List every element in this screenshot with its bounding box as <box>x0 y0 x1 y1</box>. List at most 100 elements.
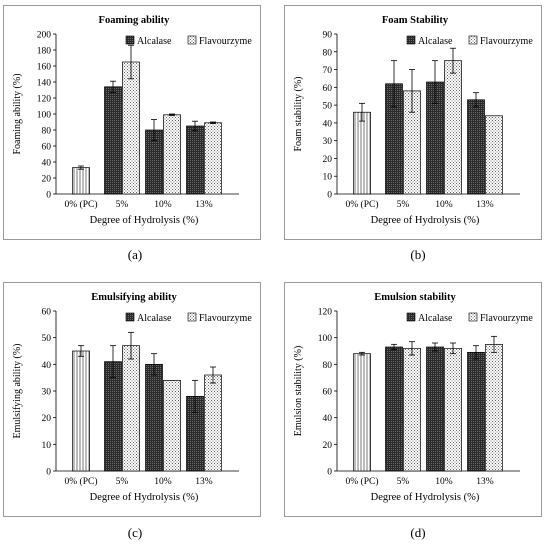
y-tick-label: 80 <box>323 48 333 58</box>
control-bar <box>72 350 90 472</box>
panel-caption-a: (a) <box>127 247 143 262</box>
y-tick-label: 60 <box>323 84 333 94</box>
flavourzyme-bar <box>163 114 181 195</box>
flavourzyme-bar <box>444 347 462 472</box>
y-tick-label: 160 <box>37 63 52 73</box>
x-tick-label: 0% (PC) <box>65 476 98 487</box>
flavourzyme-bar <box>163 379 181 472</box>
flavourzyme-bar <box>204 374 222 472</box>
x-tick-label: 5% <box>397 200 410 210</box>
chart-svg: Emulsifying ability 0 10 20 30 40 50 60 Emulsify… <box>12 292 252 503</box>
panel-caption-d: (d) <box>410 525 426 540</box>
y-tick-label: 30 <box>42 388 52 398</box>
legend-label: Flavourzyme <box>480 36 533 47</box>
x-tick-label: 10% <box>154 200 172 210</box>
flavourzyme-bar <box>444 60 462 195</box>
y-tick-label: 0 <box>46 468 51 478</box>
error-bar <box>473 92 479 108</box>
y-tick-label: 20 <box>42 175 52 185</box>
legend-swatch <box>468 312 478 322</box>
error-bar <box>210 366 216 384</box>
chart-title: Emulsion stability <box>374 292 456 303</box>
alcalase-bar <box>145 363 163 472</box>
chart-title: Foam Stability <box>382 15 449 26</box>
y-axis-label: Emulsion stability (%) <box>293 346 304 437</box>
panel-caption-b: (b) <box>410 247 426 262</box>
y-tick-label: 50 <box>323 102 333 112</box>
y-tick-label: 180 <box>37 47 52 57</box>
y-tick-label: 100 <box>37 111 52 121</box>
error-bar <box>192 379 198 413</box>
y-tick-label: 200 <box>37 31 52 41</box>
alcalase-bar <box>467 351 485 472</box>
y-tick-label: 100 <box>318 334 333 344</box>
error-bar <box>110 80 116 93</box>
y-tick-label: 0 <box>46 191 51 201</box>
legend-swatch <box>125 312 135 322</box>
error-bar <box>409 341 415 356</box>
y-tick-label: 60 <box>42 143 52 153</box>
alcalase-bar <box>426 346 444 472</box>
x-axis-label: Degree of Hydrolysis (%) <box>90 215 199 226</box>
alcalase-bar <box>385 346 403 472</box>
y-tick-label: 50 <box>42 334 52 344</box>
error-bar <box>169 113 175 116</box>
x-tick-label: 5% <box>397 477 410 487</box>
error-bar <box>450 47 456 74</box>
y-tick-label: 40 <box>42 159 52 169</box>
x-tick-label: 13% <box>476 477 494 487</box>
y-tick-label: 80 <box>42 127 52 137</box>
legend-swatch <box>406 35 416 45</box>
y-tick-label: 20 <box>323 155 333 165</box>
error-bar <box>391 60 397 108</box>
x-tick-label: 10% <box>435 200 453 210</box>
legend-swatch <box>468 35 478 45</box>
legend-label: Flavourzyme <box>480 313 533 324</box>
flavourzyme-bar <box>204 122 222 195</box>
error-bar <box>151 353 157 376</box>
x-tick-label: 0% (PC) <box>346 199 379 210</box>
y-tick-label: 10 <box>42 441 52 451</box>
error-bar <box>78 165 84 170</box>
legend-swatch <box>187 35 197 45</box>
y-tick-label: 10 <box>323 173 333 183</box>
x-tick-label: 10% <box>435 477 453 487</box>
y-tick-label: 60 <box>42 308 52 318</box>
y-tick-label: 20 <box>323 441 333 451</box>
panel-caption-c: (c) <box>127 525 143 540</box>
y-axis-label: Emulsifying ability (%) <box>12 344 23 439</box>
y-tick-label: 140 <box>37 79 52 89</box>
error-bar <box>128 331 134 360</box>
error-bar <box>473 345 479 360</box>
error-bar <box>359 102 365 122</box>
y-tick-label: 40 <box>42 361 52 371</box>
chart-svg: Foaming ability 0 20 40 60 80 100 120 140 160 180 2… <box>12 15 252 226</box>
x-tick-label: 13% <box>195 477 213 487</box>
error-bar <box>491 335 497 353</box>
x-tick-label: 10% <box>154 477 172 487</box>
chart-svg: Emulsion stability 0 20 40 60 80 100 120 Emulsio… <box>293 292 533 503</box>
x-tick-label: 13% <box>476 200 494 210</box>
error-bar <box>151 119 157 141</box>
x-axis-label: Degree of Hydrolysis (%) <box>371 215 480 226</box>
flavourzyme-bar <box>122 345 140 472</box>
y-tick-label: 120 <box>318 308 333 318</box>
error-bar <box>78 345 84 357</box>
x-axis-label: Degree of Hydrolysis (%) <box>90 492 199 503</box>
error-bar <box>128 44 134 80</box>
flavourzyme-bar <box>122 61 140 195</box>
y-axis-label: Foaming ability (%) <box>12 73 23 154</box>
legend-label: Flavourzyme <box>199 36 252 47</box>
x-axis-label: Degree of Hydrolysis (%) <box>371 492 480 503</box>
x-tick-label: 0% (PC) <box>346 476 379 487</box>
chart-panel-d: Emulsion stability 0 20 40 60 80 100 120 Emulsio… <box>284 282 542 517</box>
y-tick-label: 60 <box>323 388 333 398</box>
y-tick-label: 90 <box>323 31 333 41</box>
alcalase-bar <box>186 125 204 195</box>
alcalase-bar <box>104 86 122 195</box>
chart-panel-c: Emulsifying ability 0 10 20 30 40 50 60 Emulsify… <box>3 282 261 517</box>
y-tick-label: 0 <box>327 468 332 478</box>
error-bar <box>210 121 216 124</box>
legend-label: Alcalase <box>137 36 172 47</box>
legend-swatch <box>187 312 197 322</box>
